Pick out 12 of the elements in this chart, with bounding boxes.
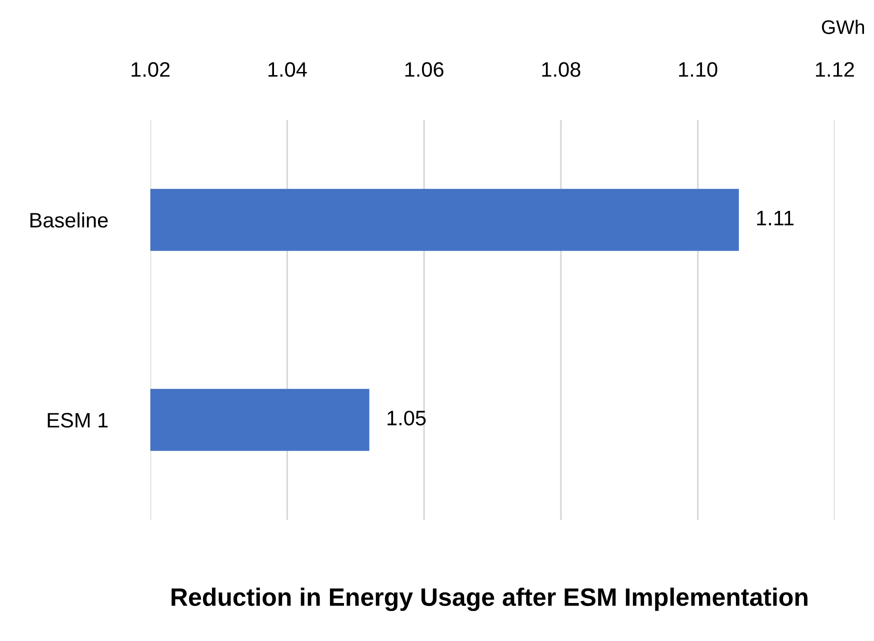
- y-tick-label: ESM 1: [48, 412, 108, 428]
- data-label: 1.05: [388, 410, 426, 426]
- x-tick-label: 1.08: [542, 62, 580, 77]
- x-tick-label: 1.10: [679, 62, 718, 77]
- x-tick-label: 1.06: [405, 62, 444, 77]
- x-tick-label: 1.04: [268, 62, 307, 77]
- x-tick-label: 1.02: [132, 62, 170, 77]
- text: Reduction in Energy Usage after ESM Implementation: [172, 588, 808, 612]
- data-label: 1.11: [757, 210, 794, 226]
- y-tick-label: Baseline: [30, 212, 108, 228]
- x-tick-label: 1.12: [816, 62, 854, 77]
- x-axis-title: GWh: [822, 20, 864, 34]
